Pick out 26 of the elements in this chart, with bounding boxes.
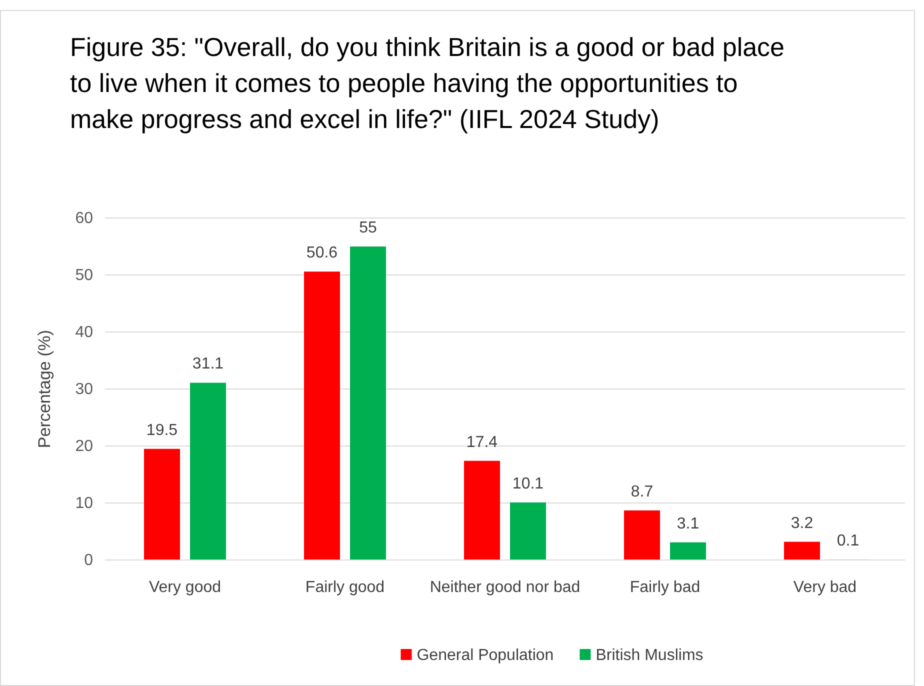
y-tick-label: 10 bbox=[75, 495, 94, 512]
data-label: 31.1 bbox=[192, 356, 224, 373]
x-tick-label: Very good bbox=[148, 579, 222, 596]
y-tick-label: 0 bbox=[84, 552, 94, 569]
x-tick-label: Very bad bbox=[793, 579, 857, 596]
legend-label: British Muslims bbox=[596, 647, 704, 664]
data-label: 19.5 bbox=[146, 422, 178, 439]
chart-title: Figure 35: "Overall, do you think Britain is a good or bad place to live when it comes to people having the opportunities to make progress and excel in life?" (IIFL 2024 Study) bbox=[70, 32, 785, 134]
data-label: 17.4 bbox=[466, 434, 498, 451]
data-label: 10.1 bbox=[512, 475, 544, 492]
x-tick-label: Fairly bad bbox=[630, 579, 700, 596]
y-tick-label: 60 bbox=[75, 210, 94, 227]
y-tick-label: 30 bbox=[75, 381, 94, 398]
y-tick-label: 50 bbox=[75, 267, 94, 284]
data-label: 3.1 bbox=[676, 515, 700, 532]
y-tick-label: 40 bbox=[75, 324, 94, 341]
x-tick-label: Fairly good bbox=[305, 579, 385, 596]
y-tick-label: 20 bbox=[75, 438, 94, 455]
legend-label: General Population bbox=[416, 647, 554, 664]
y-axis-title: Percentage (%) bbox=[35, 330, 54, 448]
data-label: 8.7 bbox=[630, 483, 654, 500]
x-tick-label: Neither good nor bad bbox=[430, 579, 580, 596]
data-label: 3.2 bbox=[790, 514, 814, 532]
data-label: 55 bbox=[359, 220, 377, 236]
data-label: 0.1 bbox=[836, 532, 860, 550]
data-label: 50.6 bbox=[306, 244, 338, 262]
